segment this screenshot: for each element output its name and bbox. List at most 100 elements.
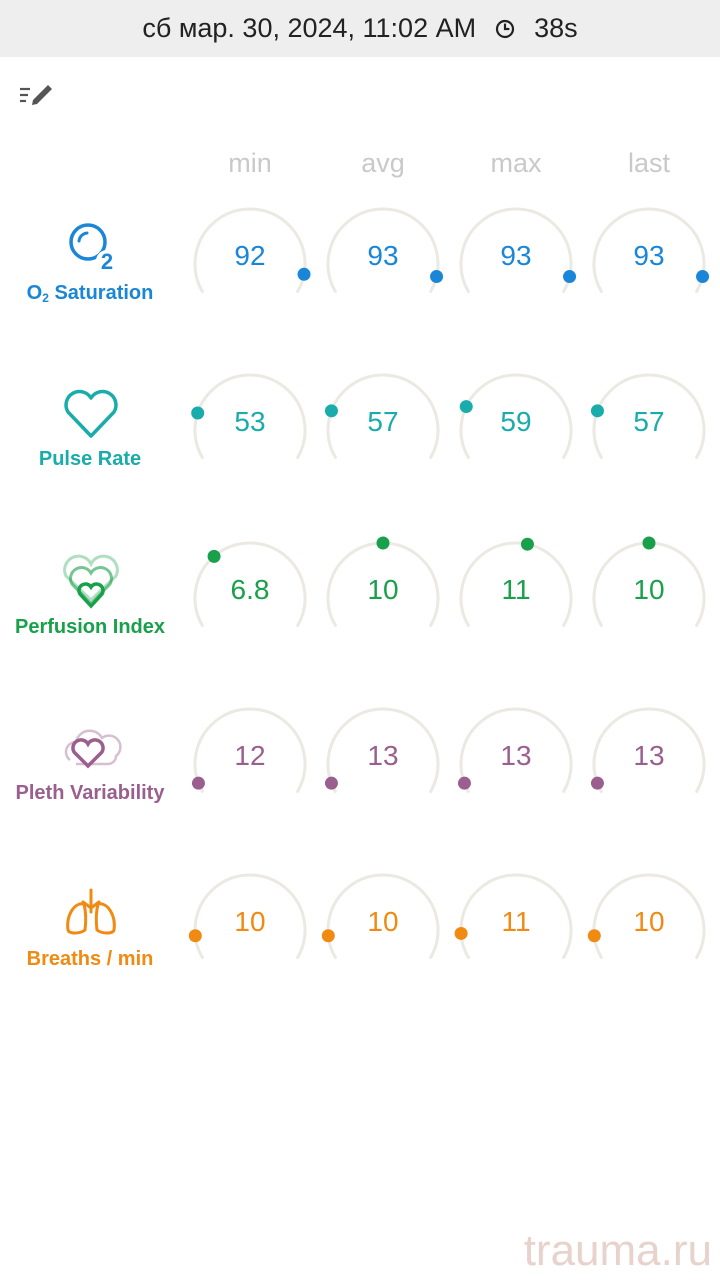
gauge-avg: 57 xyxy=(318,362,448,502)
gauge-track xyxy=(592,373,706,459)
gauge-track xyxy=(193,373,307,459)
gauge-value: 6.8 xyxy=(230,574,270,605)
gauge-indicator-dot xyxy=(430,270,444,284)
gauge-indicator-dot xyxy=(590,404,604,418)
session-duration: 38s xyxy=(534,13,578,43)
gauge-indicator-dot xyxy=(188,929,202,943)
gauge-indicator-dot xyxy=(459,400,473,414)
gauge-max: 11 xyxy=(451,530,581,670)
gauge-track xyxy=(459,541,573,627)
gauge-value: 13 xyxy=(500,740,532,771)
gauge-indicator-dot xyxy=(321,929,335,943)
gauge-avg: 10 xyxy=(318,862,448,1002)
metric-row-breaths-min[interactable]: Breaths / min 10 10 11 10 xyxy=(0,862,720,1002)
metric-row-pleth-variability[interactable]: Pleth Variability 12 13 13 13 xyxy=(0,696,720,836)
gauge-indicator-dot xyxy=(454,926,468,940)
gauge-indicator-dot xyxy=(520,537,534,551)
gauge-indicator-dot xyxy=(191,776,205,790)
gauge-track xyxy=(592,207,706,293)
gauge-min: 53 xyxy=(185,362,315,502)
metric-label: Perfusion Index xyxy=(14,616,166,638)
gauge-track xyxy=(193,541,307,627)
gauge-value: 57 xyxy=(367,406,399,437)
gauge-track xyxy=(193,873,307,959)
gauge-max: 93 xyxy=(451,196,581,336)
gauge-value: 10 xyxy=(633,574,665,605)
o2-bubble-icon: 2 xyxy=(60,216,122,278)
gauge-value: 10 xyxy=(234,906,266,937)
heart-icon xyxy=(60,382,122,444)
gauge-value: 10 xyxy=(633,906,665,937)
gauge-indicator-dot xyxy=(587,929,601,943)
gauge-value: 93 xyxy=(633,240,665,271)
gauge-indicator-dot xyxy=(324,776,338,790)
metric-label: Pleth Variability xyxy=(15,782,165,804)
svg-text:2: 2 xyxy=(101,249,113,274)
gauge-min: 10 xyxy=(185,862,315,1002)
gauge-value: 13 xyxy=(367,740,399,771)
gauge-value: 10 xyxy=(367,574,399,605)
gauge-value: 13 xyxy=(633,740,665,771)
gauge-indicator-dot xyxy=(297,267,311,281)
gauge-avg: 93 xyxy=(318,196,448,336)
gauge-max: 11 xyxy=(451,862,581,1002)
metric-label: Pulse Rate xyxy=(38,448,142,470)
gauge-last: 10 xyxy=(584,530,714,670)
status-bar: сб мар. 30, 2024, 11:02 AM 38s xyxy=(0,0,720,57)
gauge-track xyxy=(193,207,307,293)
gauge-value: 93 xyxy=(367,240,399,271)
gauge-track xyxy=(459,873,573,959)
gauge-last: 10 xyxy=(584,862,714,1002)
gauge-value: 12 xyxy=(234,740,266,771)
gauge-track xyxy=(459,373,573,459)
gauge-track xyxy=(592,873,706,959)
metric-label: Breaths / min xyxy=(26,948,154,970)
lungs-icon xyxy=(60,882,122,944)
gauge-value: 53 xyxy=(234,406,266,437)
metric-row-perfusion-index[interactable]: Perfusion Index 6.8 10 11 10 xyxy=(0,530,720,670)
metric-row-o2-saturation[interactable]: 2 O2 Saturation 92 93 93 93 xyxy=(0,196,720,336)
gauge-track xyxy=(326,707,440,793)
gauge-indicator-dot xyxy=(191,406,205,420)
gauge-max: 59 xyxy=(451,362,581,502)
gauge-min: 12 xyxy=(185,696,315,836)
layered-heart-icon xyxy=(60,550,122,612)
gauge-value: 57 xyxy=(633,406,665,437)
gauge-last: 57 xyxy=(584,362,714,502)
gauge-track xyxy=(326,373,440,459)
gauge-indicator-dot xyxy=(590,776,604,790)
gauge-indicator-dot xyxy=(642,536,656,550)
gauge-indicator-dot xyxy=(696,270,710,284)
gauge-last: 93 xyxy=(584,196,714,336)
cloud-heart-icon xyxy=(60,716,122,778)
gauge-min: 92 xyxy=(185,196,315,336)
gauge-indicator-dot xyxy=(563,270,577,284)
metric-label: O2 Saturation xyxy=(26,282,154,305)
column-header-min: min xyxy=(228,148,272,178)
gauge-track xyxy=(193,707,307,793)
watermark: trauma.ru xyxy=(523,1226,712,1275)
column-header-last: last xyxy=(627,148,671,178)
gauge-track xyxy=(459,707,573,793)
gauge-indicator-dot xyxy=(324,404,338,418)
gauge-value: 11 xyxy=(501,574,531,605)
gauge-indicator-dot xyxy=(207,549,221,563)
gauge-track xyxy=(326,207,440,293)
gauge-value: 93 xyxy=(500,240,532,271)
gauge-track xyxy=(326,873,440,959)
metric-row-pulse-rate[interactable]: Pulse Rate 53 57 59 57 xyxy=(0,362,720,502)
column-header-max: max xyxy=(490,148,542,178)
gauge-avg: 10 xyxy=(318,530,448,670)
gauge-min: 6.8 xyxy=(185,530,315,670)
gauge-track xyxy=(592,707,706,793)
session-date: сб мар. 30, 2024, 11:02 AM xyxy=(142,13,477,43)
gauge-value: 11 xyxy=(501,906,531,937)
gauge-value: 92 xyxy=(234,240,266,271)
gauge-track xyxy=(459,207,573,293)
gauge-last: 13 xyxy=(584,696,714,836)
clock-icon xyxy=(494,18,516,40)
gauge-avg: 13 xyxy=(318,696,448,836)
gauge-value: 59 xyxy=(500,406,532,437)
gauge-max: 13 xyxy=(451,696,581,836)
edit-list-button[interactable] xyxy=(16,78,56,110)
